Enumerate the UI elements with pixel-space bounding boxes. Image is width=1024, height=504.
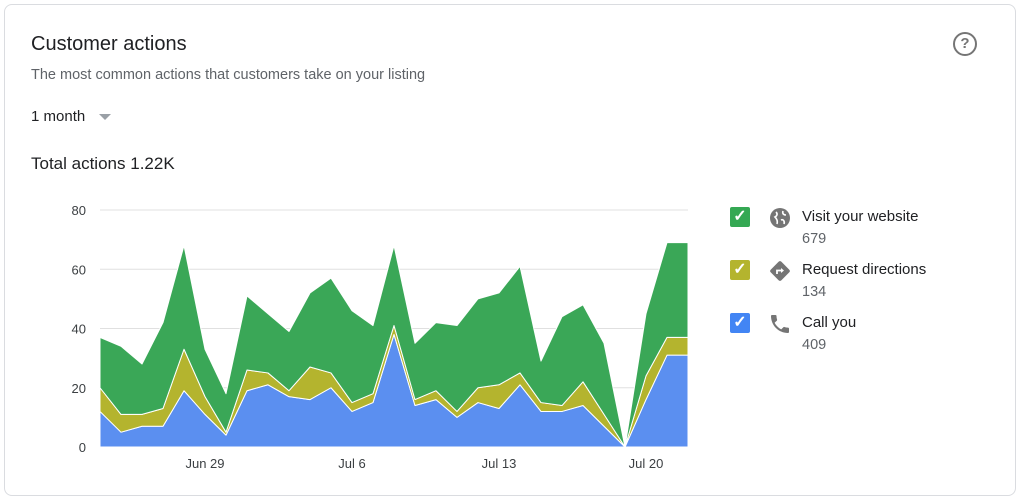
area-series-visit-your-website: [99, 242, 689, 448]
legend-value-call: 409: [802, 337, 827, 353]
y-tick-label-40: 40: [72, 322, 86, 337]
total-actions-value: 1.22K: [130, 154, 175, 173]
x-tick-label-2: Jul 13: [482, 456, 517, 471]
y-tick-label-80: 80: [72, 203, 86, 218]
checkbox-call[interactable]: ✓: [730, 313, 750, 333]
phone-icon: [771, 315, 789, 333]
dropdown-caret-icon: [99, 113, 112, 120]
legend-name-directions: Request directions: [802, 261, 927, 278]
date-range-dropdown[interactable]: 1 month: [31, 108, 112, 125]
y-tick-label-0: 0: [79, 440, 86, 455]
checkbox-directions[interactable]: ✓: [730, 260, 750, 280]
legend-name-website: Visit your website: [802, 208, 919, 225]
x-tick-label-0: Jun 29: [185, 456, 224, 471]
help-icon[interactable]: ?: [953, 32, 977, 56]
total-actions: Total actions 1.22K: [31, 154, 175, 174]
y-tick-label-60: 60: [72, 262, 86, 277]
total-actions-label: Total actions: [31, 154, 126, 173]
directions-icon: [770, 261, 790, 281]
card-subtitle: The most common actions that customers t…: [31, 67, 426, 83]
checkbox-website[interactable]: ✓: [730, 207, 750, 227]
legend-value-website: 679: [802, 231, 827, 247]
x-tick-label-1: Jul 6: [338, 456, 365, 471]
date-range-label: 1 month: [31, 108, 86, 125]
x-tick-label-3: Jul 20: [629, 456, 664, 471]
y-tick-label-20: 20: [72, 381, 86, 396]
globe-icon: [770, 208, 790, 228]
card-title: Customer actions: [31, 33, 187, 55]
legend-name-call: Call you: [802, 314, 857, 331]
legend-value-directions: 134: [802, 284, 827, 300]
